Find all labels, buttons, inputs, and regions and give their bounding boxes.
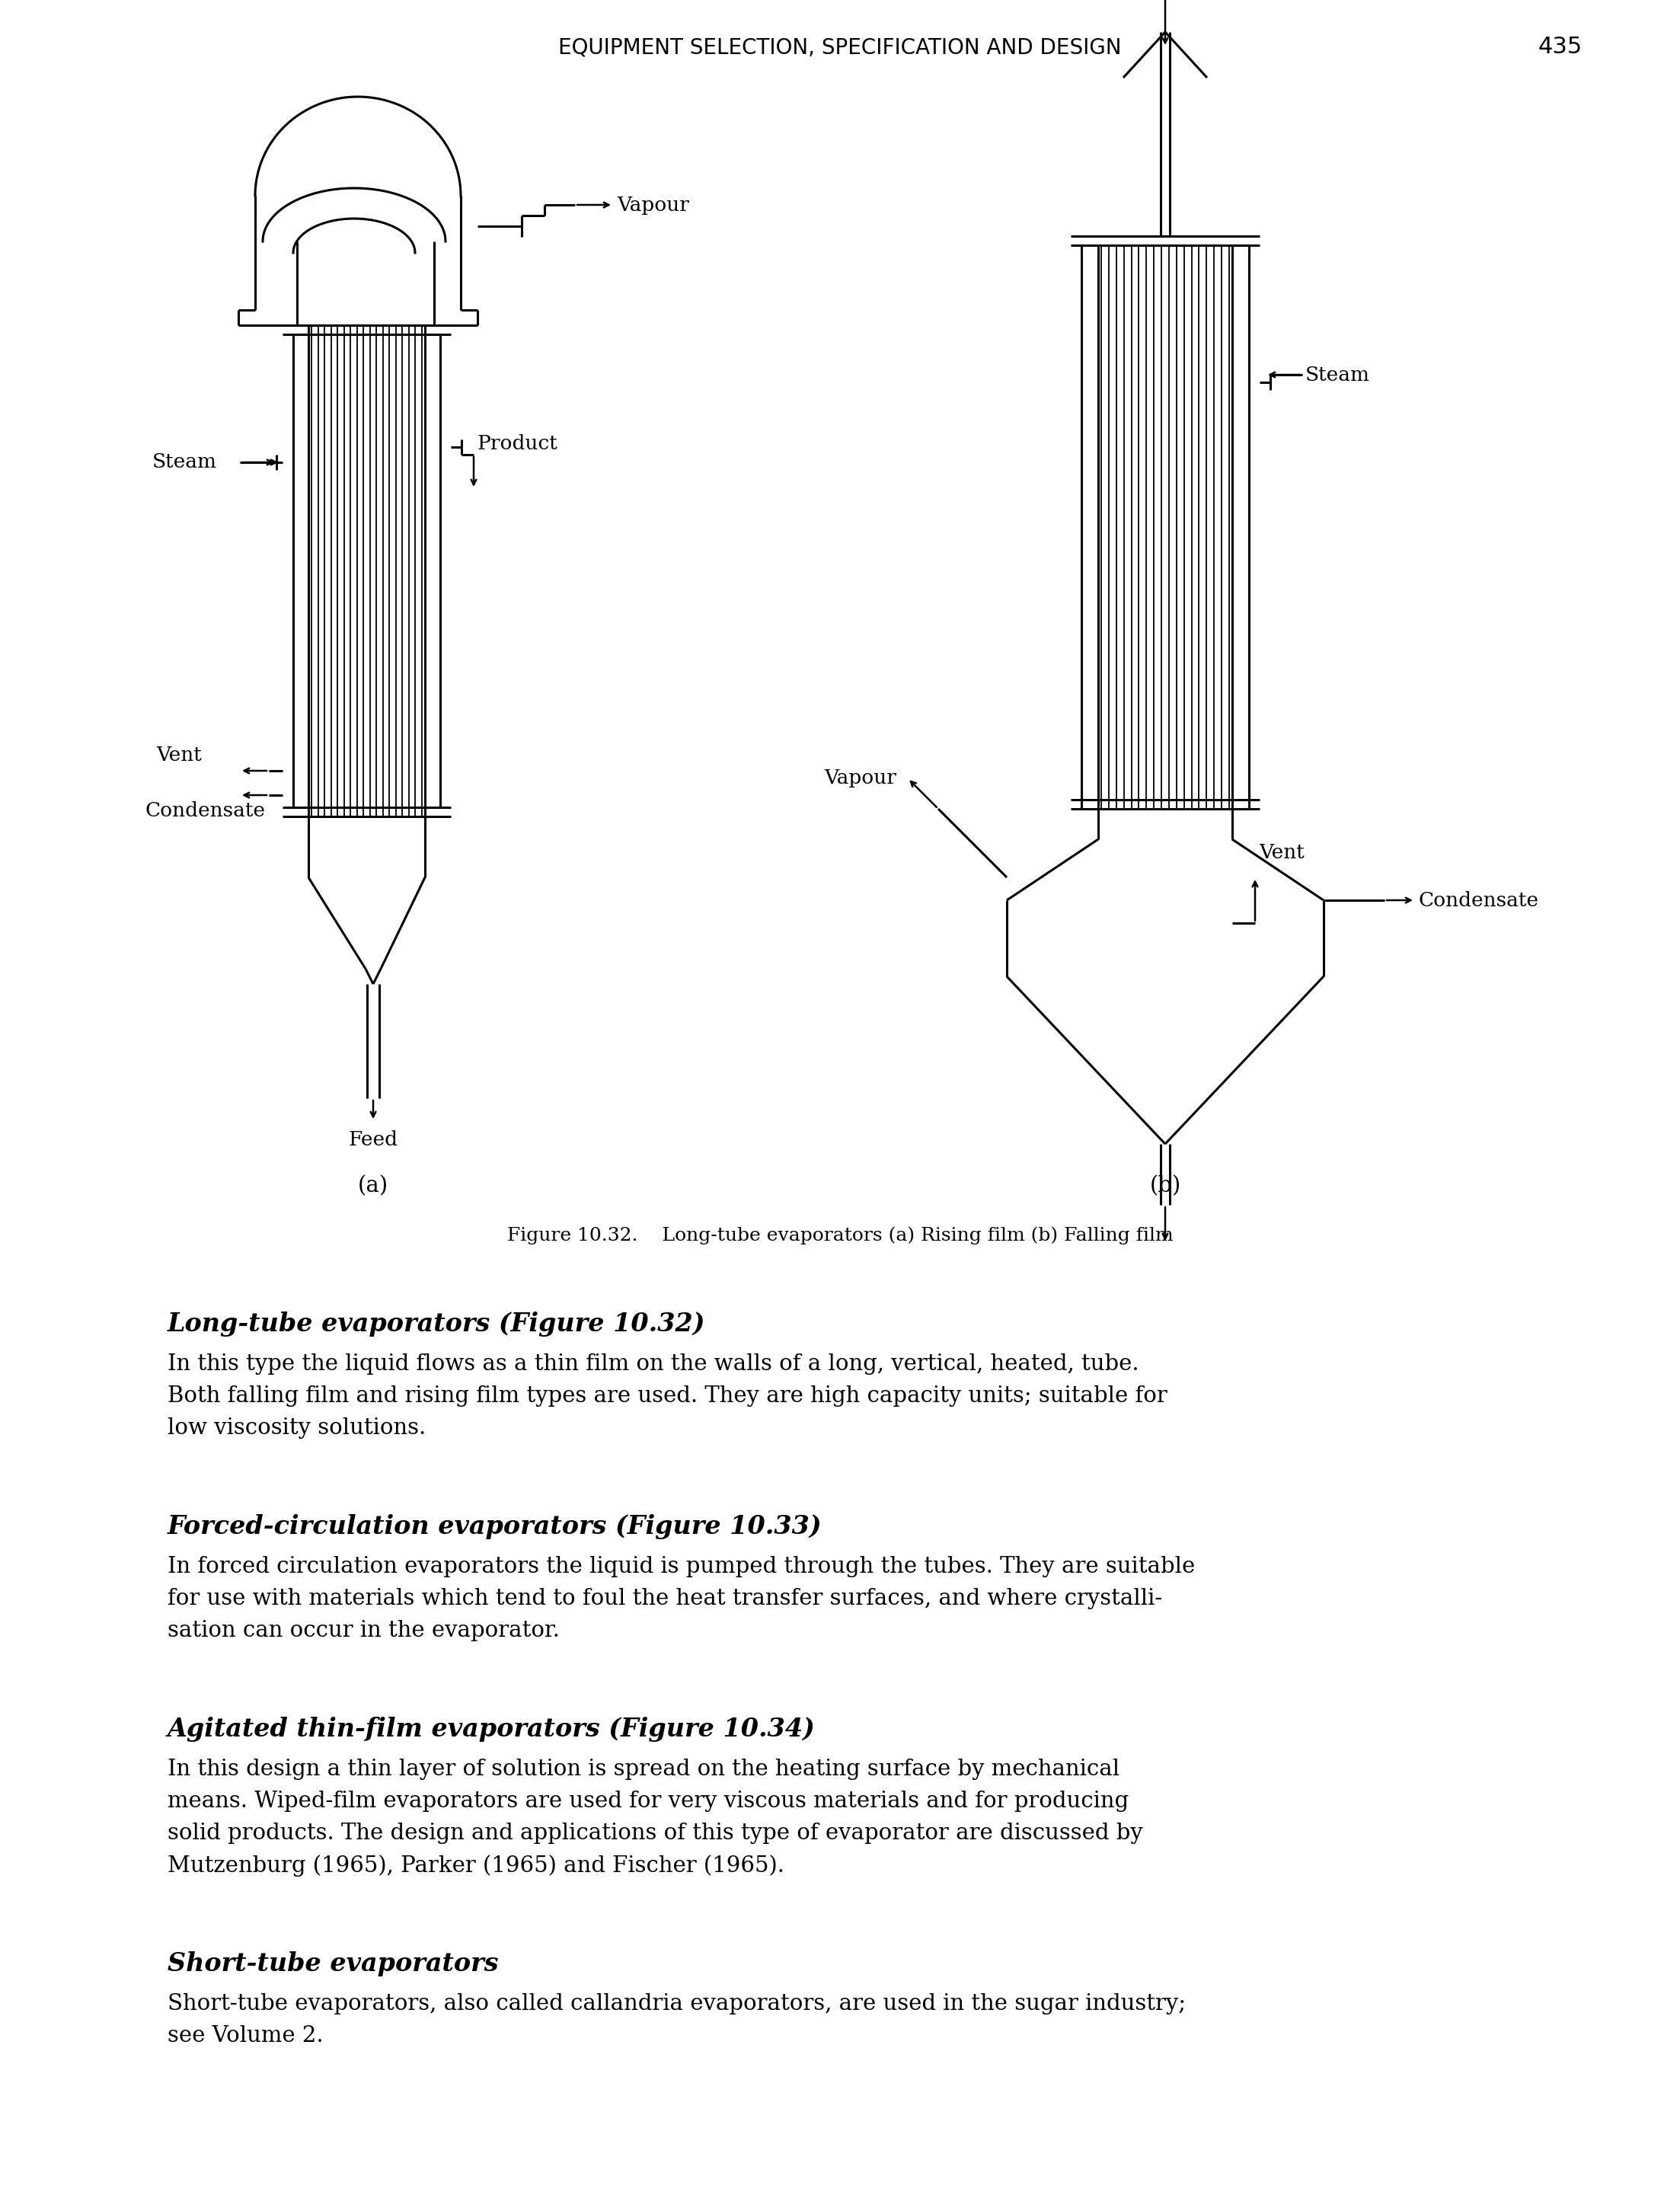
Text: In this design a thin layer of solution is spread on the heating surface by mech: In this design a thin layer of solution … — [168, 1758, 1119, 1780]
Text: 435: 435 — [1539, 35, 1583, 59]
Text: Forced-circulation evaporators (Figure 10.33): Forced-circulation evaporators (Figure 1… — [168, 1515, 822, 1539]
Text: solid products. The design and applications of this type of evaporator are discu: solid products. The design and applicati… — [168, 1822, 1142, 1844]
Text: low viscosity solutions.: low viscosity solutions. — [168, 1418, 427, 1438]
Text: Short-tube evaporators: Short-tube evaporators — [168, 1951, 499, 1976]
Text: (b): (b) — [1149, 1174, 1181, 1196]
Text: Product: Product — [477, 435, 558, 452]
Text: Mutzenburg (1965), Parker (1965) and Fischer (1965).: Mutzenburg (1965), Parker (1965) and Fis… — [168, 1855, 785, 1877]
Text: Figure 10.32.    Long-tube evaporators (a) Rising film (b) Falling film: Figure 10.32. Long-tube evaporators (a) … — [507, 1227, 1173, 1245]
Text: In this type the liquid flows as a thin film on the walls of a long, vertical, h: In this type the liquid flows as a thin … — [168, 1354, 1139, 1374]
Text: Condensate: Condensate — [1420, 891, 1539, 909]
Text: Vent: Vent — [1258, 843, 1304, 863]
Text: sation can occur in the evaporator.: sation can occur in the evaporator. — [168, 1620, 559, 1642]
Text: (a): (a) — [358, 1174, 388, 1196]
Text: Short-tube evaporators, also called callandria evaporators, are used in the suga: Short-tube evaporators, also called call… — [168, 1993, 1186, 2015]
Text: see Volume 2.: see Volume 2. — [168, 2026, 323, 2046]
Text: EQUIPMENT SELECTION, SPECIFICATION AND DESIGN: EQUIPMENT SELECTION, SPECIFICATION AND D… — [558, 37, 1122, 57]
Text: Feed: Feed — [348, 1130, 398, 1150]
Text: Vent: Vent — [156, 746, 202, 764]
Text: Vapour: Vapour — [617, 195, 689, 215]
Text: for use with materials which tend to foul the heat transfer surfaces, and where : for use with materials which tend to fou… — [168, 1587, 1163, 1609]
Text: Long-tube evaporators (Figure 10.32): Long-tube evaporators (Figure 10.32) — [168, 1313, 706, 1337]
Text: Condensate: Condensate — [144, 801, 265, 821]
Text: means. Wiped-film evaporators are used for very viscous materials and for produc: means. Wiped-film evaporators are used f… — [168, 1791, 1129, 1811]
Text: Steam: Steam — [153, 452, 217, 472]
Text: In forced circulation evaporators the liquid is pumped through the tubes. They a: In forced circulation evaporators the li… — [168, 1556, 1194, 1578]
Text: Vapour: Vapour — [823, 768, 895, 788]
Text: Agitated thin-film evaporators (Figure 10.34): Agitated thin-film evaporators (Figure 1… — [168, 1716, 815, 1743]
Text: Steam: Steam — [1305, 364, 1371, 384]
Text: Both falling film and rising film types are used. They are high capacity units; : Both falling film and rising film types … — [168, 1385, 1168, 1407]
